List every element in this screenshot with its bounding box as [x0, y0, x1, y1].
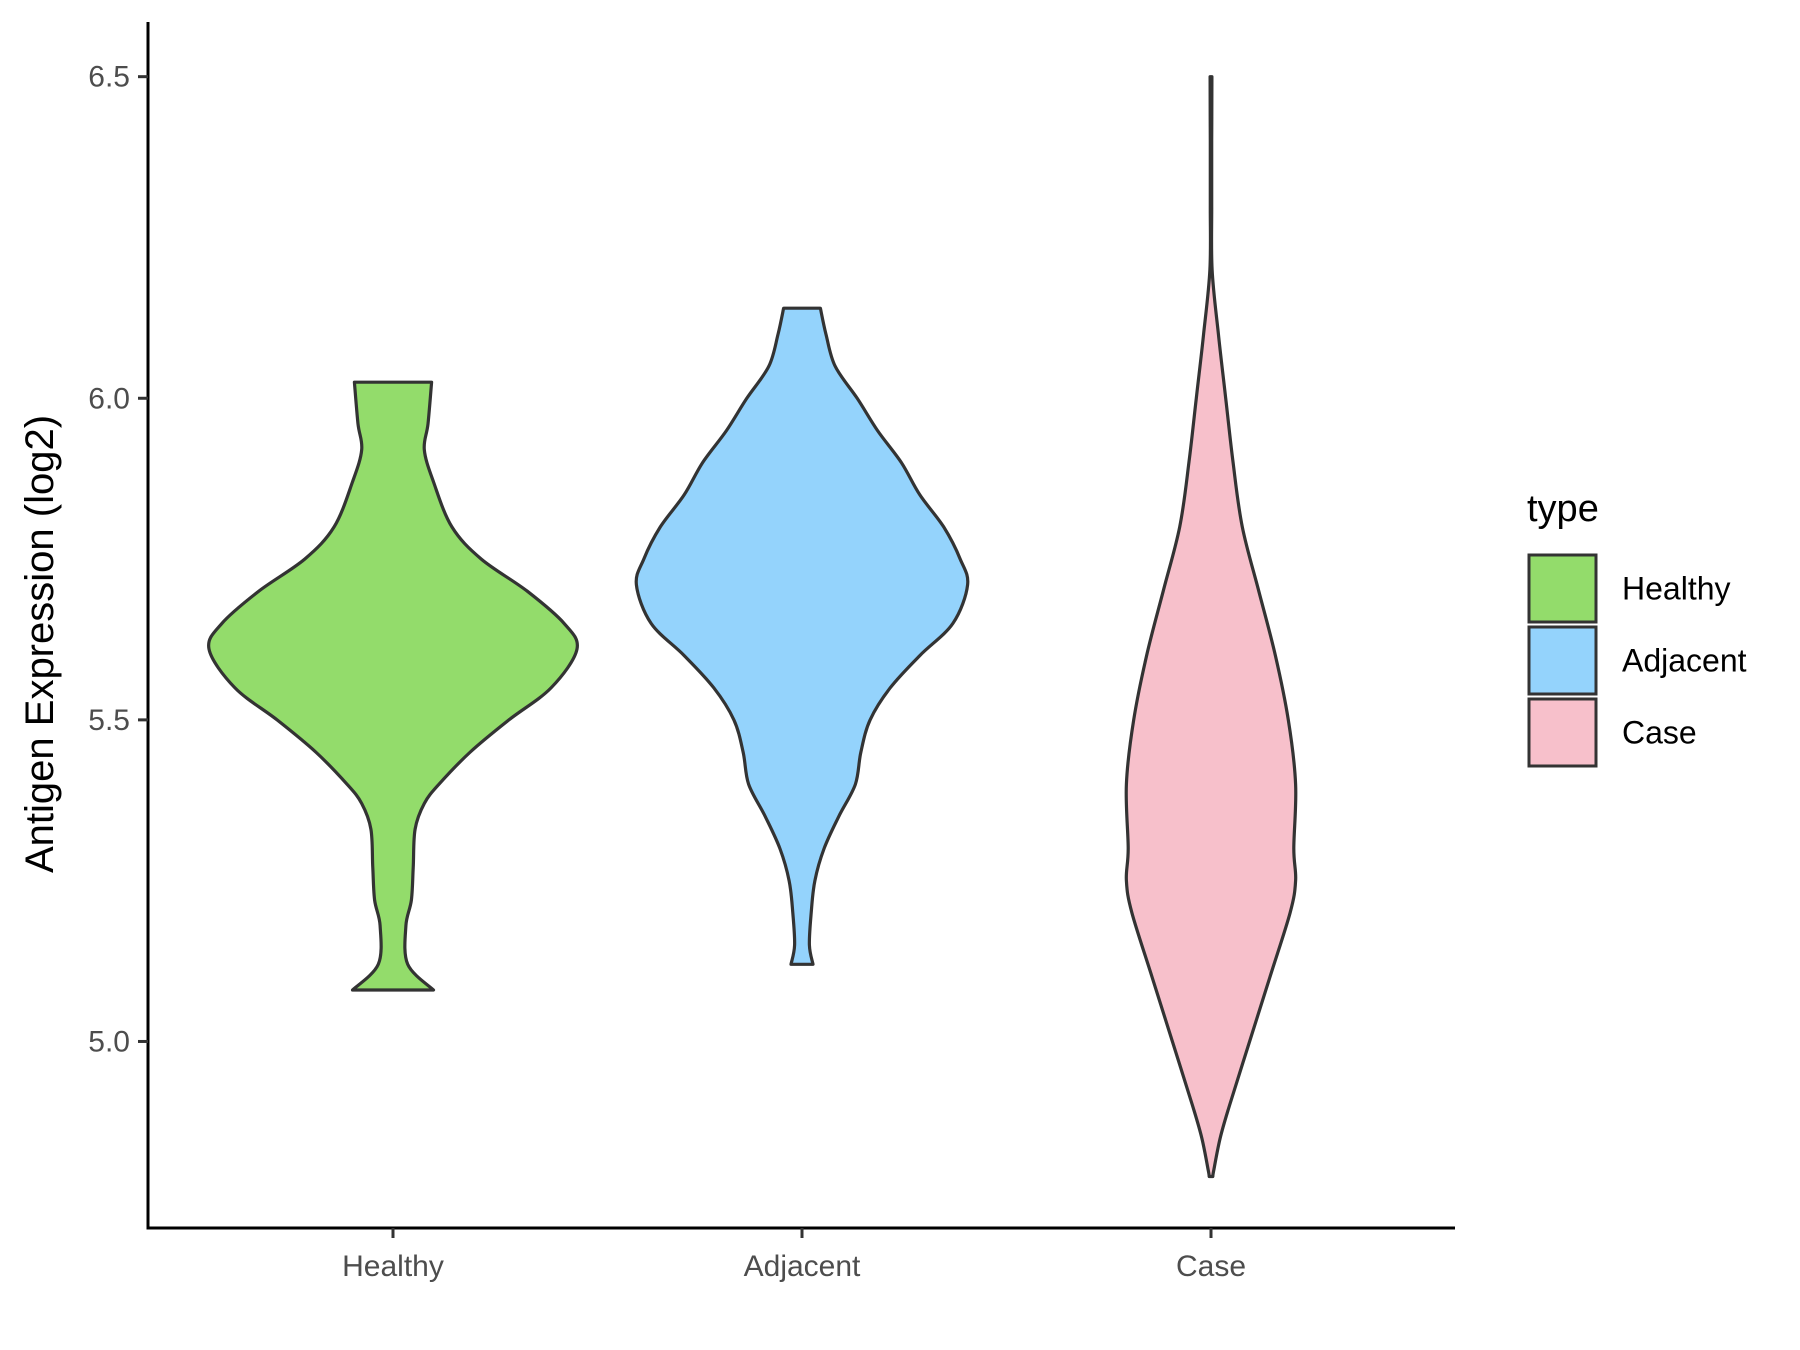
x-tick-label: Adjacent: [744, 1250, 861, 1283]
violin-healthy: [207, 380, 579, 992]
y-tick-label: 5.0: [88, 1025, 130, 1058]
legend-title: type: [1527, 488, 1599, 530]
legend-label-case: Case: [1622, 715, 1697, 751]
legend-label-healthy: Healthy: [1622, 571, 1731, 607]
y-tick-label: 6.0: [88, 382, 130, 415]
legend-label-adjacent: Adjacent: [1622, 643, 1747, 679]
legend-key-case: [1527, 697, 1598, 768]
violin-case: [1124, 75, 1298, 1179]
legend-key-healthy: [1527, 553, 1598, 624]
y-axis-title: Antigen Expression (log2): [18, 415, 62, 873]
legend: type Healthy Adjacent Case: [1527, 488, 1747, 768]
x-tick-label: Case: [1176, 1250, 1246, 1283]
violins: [207, 75, 1298, 1179]
violin-adjacent: [634, 306, 970, 966]
legend-key-adjacent: [1527, 625, 1598, 696]
y-tick-label: 5.5: [88, 704, 130, 737]
x-tick-label: Healthy: [342, 1250, 444, 1283]
y-tick-label: 6.5: [88, 61, 130, 94]
axes: 5.0 5.5 6.0 6.5 Healthy Adjacent Case: [88, 22, 1455, 1283]
